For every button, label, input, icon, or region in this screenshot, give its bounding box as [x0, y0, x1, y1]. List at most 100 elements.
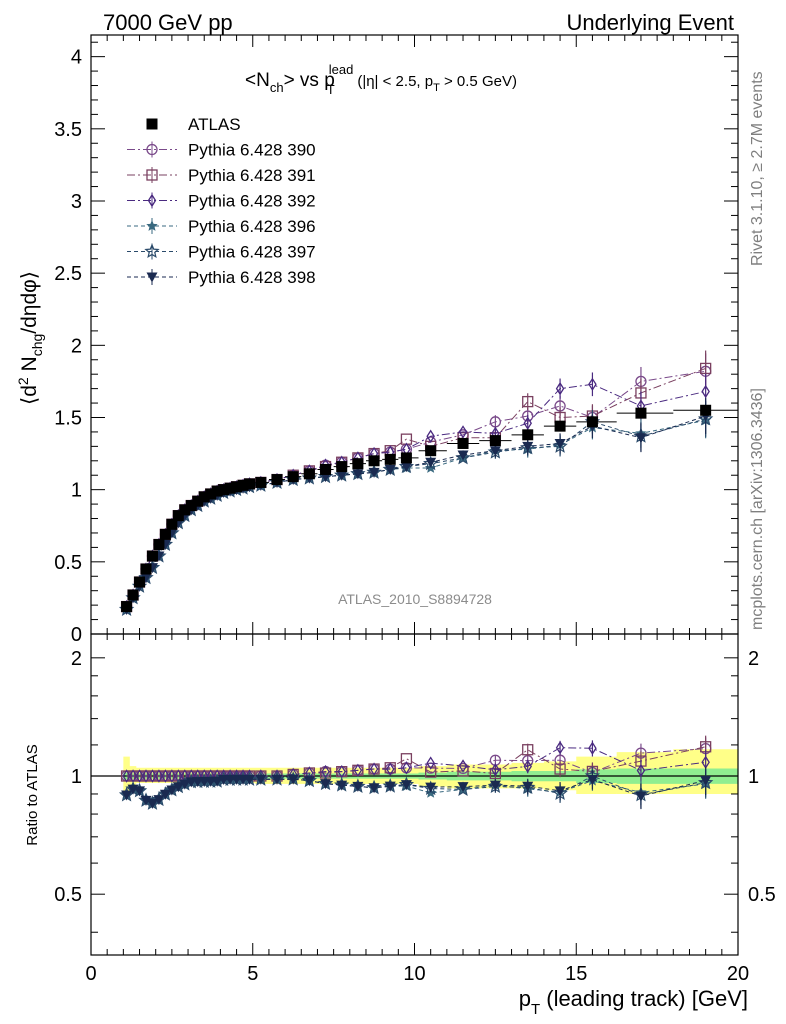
atlas-point — [205, 488, 217, 500]
ylabel-c: /dηdφ⟩ — [18, 271, 41, 334]
ratio-point — [402, 761, 411, 775]
atlas-point — [218, 484, 230, 496]
legend-label: ATLAS — [188, 115, 241, 134]
ratio-point — [141, 769, 151, 783]
data-point — [701, 384, 710, 399]
title-sup-lead: lead — [329, 62, 354, 77]
y-tick-label: 2 — [71, 335, 82, 357]
title-cuts-b: > 0.5 GeV) — [440, 73, 517, 90]
ratio-point — [491, 763, 500, 777]
ratio-tick-label-right: 1 — [748, 766, 759, 788]
xlabel-a: p — [519, 986, 531, 1011]
ratio-point — [320, 779, 332, 790]
atlas-point — [255, 476, 267, 488]
atlas-point — [198, 491, 210, 503]
data-point — [384, 464, 396, 475]
ratio-point — [135, 769, 144, 783]
series-line — [126, 418, 706, 610]
ratio-point — [122, 769, 131, 783]
legend-label: Pythia 6.428 398 — [188, 268, 316, 287]
ratio-tick-label-left: 2 — [71, 648, 82, 670]
y-tick-label: 2.5 — [54, 263, 82, 285]
atlas-point — [489, 435, 501, 447]
legend-item: Pythia 6.428 396 — [127, 217, 316, 236]
ratio-point — [385, 762, 395, 776]
mcplots-label: mcplots.cern.ch [arXiv:1306.3436] — [749, 388, 766, 630]
atlas-point — [400, 452, 412, 464]
atlas-point — [635, 407, 647, 419]
atlas-point — [127, 589, 139, 601]
legend-marker — [144, 243, 160, 259]
ratio-point — [554, 786, 566, 797]
legend: ATLAS Pythia 6.428 390 Pythia 6.428 391 Pyt… — [127, 115, 316, 287]
atlas-point — [159, 528, 171, 540]
data-point — [426, 429, 435, 443]
ratio-point — [636, 763, 646, 778]
atlas-point — [522, 429, 534, 441]
ratio-tick-label-right: 2 — [748, 648, 759, 670]
atlas-point — [237, 479, 249, 491]
series-pythia-6-428-398-ratio — [121, 767, 712, 810]
data-point — [588, 377, 597, 392]
atlas-point — [271, 474, 283, 486]
legend-marker — [146, 143, 158, 156]
ratio-point — [287, 774, 299, 785]
title-mid: > vs p — [284, 70, 335, 91]
ratio-point — [489, 780, 501, 791]
atlas-point — [140, 563, 152, 575]
atlas-point — [172, 510, 184, 522]
data-point — [368, 467, 380, 478]
y-tick-label: 3 — [71, 191, 82, 213]
atlas-point — [425, 445, 437, 457]
atlas-point — [352, 458, 364, 470]
legend-marker — [146, 220, 158, 231]
data-point — [555, 381, 565, 396]
atlas-point — [320, 463, 332, 475]
data-point — [523, 416, 532, 430]
ylabel-sup: 2 — [15, 377, 31, 385]
legend-item: ATLAS — [146, 115, 241, 134]
x-tick-labels: 0 5 10 15 20 — [85, 963, 749, 985]
ratio-point — [146, 798, 158, 809]
ratio-frame — [90, 633, 739, 956]
main-panel: 0 0.5 1 1.5 2 2.5 3 3.5 4 — [54, 34, 739, 646]
legend-marker — [146, 169, 158, 181]
legend-item: Pythia 6.428 390 — [127, 141, 316, 160]
ratio-point — [255, 774, 267, 785]
ratio-point — [148, 769, 157, 783]
atlas-point — [146, 550, 158, 562]
data-point — [522, 441, 534, 452]
atlas-point — [384, 453, 396, 465]
data-point — [457, 450, 469, 461]
data-point — [522, 395, 534, 408]
atlas-point — [211, 485, 223, 497]
title-main: <N — [245, 70, 270, 91]
atlas-point — [336, 461, 348, 473]
ratio-point — [336, 780, 348, 791]
atlas-point — [185, 500, 197, 512]
data-point — [554, 438, 566, 449]
ratio-point — [384, 781, 396, 792]
x-tick-label: 20 — [727, 963, 749, 985]
ratio-point — [555, 740, 565, 755]
ratio-tick-label-left: 0.5 — [54, 884, 82, 906]
legend-label: Pythia 6.428 392 — [188, 192, 316, 211]
ratio-point — [455, 781, 471, 796]
atlas-point — [700, 404, 712, 416]
data-point — [700, 362, 712, 375]
ratio-point — [134, 786, 146, 797]
title-sub-t: T — [327, 82, 335, 97]
legend-label: Pythia 6.428 397 — [188, 243, 316, 262]
y-tick-label: 1.5 — [54, 407, 82, 429]
atlas-point — [457, 437, 469, 449]
ratio-tick-label-left: 1 — [71, 766, 82, 788]
ratio-series-layer — [118, 735, 714, 810]
atlas-point — [303, 468, 315, 480]
ratio-point — [400, 780, 412, 791]
series-pythia-6-428-390-main — [120, 353, 712, 613]
atlas-point — [224, 482, 236, 494]
ylabel-sub: chg — [29, 334, 45, 357]
y-tick-label: 4 — [71, 47, 82, 69]
ratio-point — [159, 789, 171, 800]
ratio-point — [426, 756, 435, 770]
